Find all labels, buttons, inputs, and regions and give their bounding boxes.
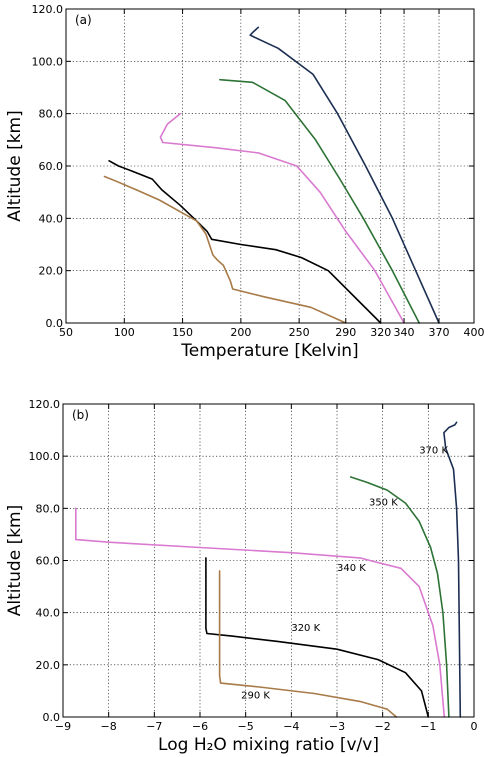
series-line-a-2 xyxy=(159,112,405,324)
x-tick-label-a-7: 340 xyxy=(394,326,415,339)
y-tick-label-b-3: 60.0 xyxy=(36,555,61,568)
series-line-a-1 xyxy=(219,78,420,324)
y-tick-label-b-6: 120.0 xyxy=(29,398,61,411)
series-label-b-4: 290 K xyxy=(241,691,270,702)
y-tick-label-b-5: 100.0 xyxy=(29,450,61,463)
x-tick-label-a-6: 320 xyxy=(370,326,391,339)
y-tick-label-b-1: 20.0 xyxy=(36,659,61,672)
y-tick-label-a-1: 20.0 xyxy=(39,265,64,278)
x-tick-label-a-1: 100 xyxy=(114,326,135,339)
x-tick-label-a-4: 250 xyxy=(289,326,310,339)
y-tick-label-b-0: 0.0 xyxy=(43,711,61,724)
panel-label-a: (a) xyxy=(75,13,92,27)
series-line-b-4 xyxy=(218,570,398,718)
x-tick-label-b-3: −6 xyxy=(192,720,208,733)
series-line-b-3 xyxy=(205,557,430,718)
x-tick-label-b-8: −1 xyxy=(420,720,436,733)
y-axis-label-a: Altitude [km] xyxy=(5,110,25,222)
x-tick-label-b-6: −3 xyxy=(329,720,345,733)
x-tick-label-b-4: −5 xyxy=(238,720,254,733)
x-axis-label-b: Log H₂O mixing ratio [v/v] xyxy=(158,735,379,755)
series-line-a-3 xyxy=(108,160,382,324)
series-line-b-0 xyxy=(443,421,462,718)
x-tick-label-a-0: 50 xyxy=(59,326,73,339)
x-tick-label-b-0: −9 xyxy=(55,720,71,733)
series-label-b-2: 340 K xyxy=(337,563,366,574)
y-tick-label-a-4: 80.0 xyxy=(39,108,64,121)
x-tick-label-b-1: −8 xyxy=(101,720,117,733)
y-tick-label-a-3: 60.0 xyxy=(39,160,64,173)
panel-label-b: (b) xyxy=(72,408,89,422)
x-tick-label-a-8: 370 xyxy=(429,326,450,339)
series-label-b-0: 370 K xyxy=(419,446,448,457)
x-tick-label-a-5: 290 xyxy=(335,326,356,339)
series-label-b-1: 350 K xyxy=(369,498,398,509)
x-tick-label-a-3: 200 xyxy=(230,326,251,339)
x-axis-label-a: Temperature [Kelvin] xyxy=(180,341,358,361)
series-line-b-1 xyxy=(349,476,450,718)
x-tick-label-b-9: 0 xyxy=(471,720,478,733)
y-tick-label-a-0: 0.0 xyxy=(46,317,64,330)
series-line-b-2 xyxy=(75,507,446,718)
series-label-b-3: 320 K xyxy=(291,623,320,634)
series-line-a-4 xyxy=(103,175,347,324)
panel-b: 370 K 350 K 340 K 320 K 290 K −9 −8 −7 −6 −5 −4 −3 −… xyxy=(5,398,478,755)
x-tick-label-b-2: −7 xyxy=(146,720,162,733)
x-tick-label-b-7: −2 xyxy=(375,720,391,733)
panel-a: 50 100 150 200 250 290 320 340 370 400 0.0 20.0 40.0… xyxy=(5,3,485,361)
y-axis-label-b: Altitude [km] xyxy=(5,505,25,617)
series-line-a-0 xyxy=(249,26,440,324)
x-tick-label-b-5: −4 xyxy=(283,720,299,733)
y-tick-label-a-5: 100.0 xyxy=(32,55,64,68)
x-tick-label-a-9: 400 xyxy=(464,326,485,339)
y-tick-label-b-2: 40.0 xyxy=(36,607,61,620)
x-tick-label-a-2: 150 xyxy=(172,326,193,339)
y-tick-label-a-2: 40.0 xyxy=(39,212,64,225)
y-tick-label-b-4: 80.0 xyxy=(36,502,61,515)
y-tick-label-a-6: 120.0 xyxy=(32,3,64,16)
